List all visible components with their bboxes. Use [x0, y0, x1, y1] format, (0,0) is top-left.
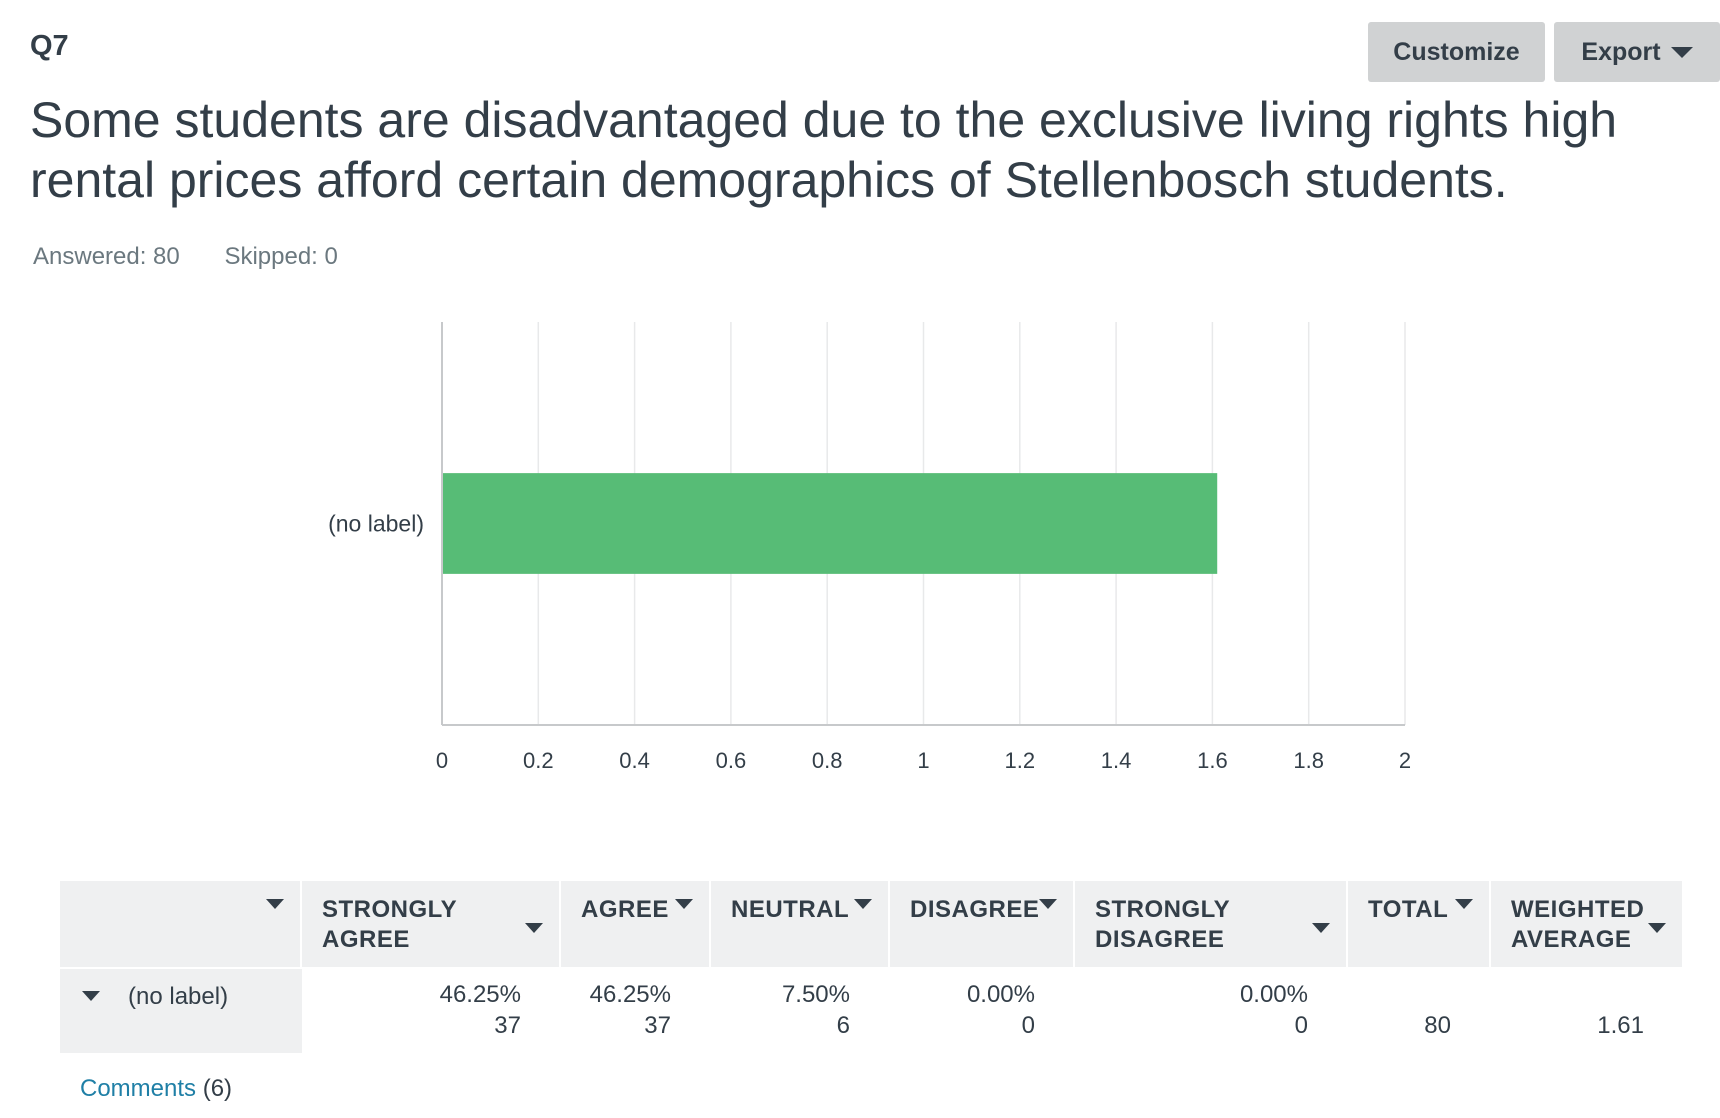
header-total[interactable]: TOTAL [1348, 881, 1491, 967]
expand-caret-icon[interactable] [82, 990, 100, 1001]
cell-neutral: 7.50% 6 [711, 967, 890, 1053]
header-label: WEIGHTED [1511, 896, 1645, 923]
x-tick-label: 0.6 [716, 748, 747, 773]
header-label: AVERAGE [1511, 926, 1632, 953]
export-button-label: Export [1581, 37, 1661, 66]
response-summary: Answered: 80 Skipped: 0 [33, 243, 338, 271]
row-label: (no label) [128, 983, 229, 1010]
header-label: NEUTRAL [731, 896, 850, 923]
sort-caret-icon[interactable] [525, 923, 543, 933]
bar [442, 473, 1218, 574]
cell-weighted-average: 1.61 [1491, 967, 1684, 1053]
cell-count: 37 [494, 1012, 521, 1039]
x-tick-label: 2 [1399, 748, 1411, 773]
cell-count: 80 [1424, 1012, 1451, 1039]
sort-caret-icon[interactable] [266, 899, 284, 909]
question-title: Some students are disadvantaged due to t… [30, 92, 1618, 208]
x-tick-label: 1.6 [1197, 748, 1228, 773]
sort-caret-icon[interactable] [1455, 899, 1473, 909]
cell-percent: 7.50% [781, 981, 850, 1008]
bar-chart: (no label) 0 0.2 0.4 0.6 0.8 1 1.2 1.4 1.6 1.8 2 [328, 322, 1411, 773]
comments-count: (6) [202, 1075, 233, 1102]
cell-count: 6 [836, 1012, 850, 1039]
header-neutral[interactable]: NEUTRAL [711, 881, 890, 967]
cell-percent: 46.25% [589, 981, 671, 1008]
header-label: STRONGLY [322, 896, 458, 923]
header-agree[interactable]: AGREE [561, 881, 711, 967]
x-tick-label: 1.4 [1101, 748, 1132, 773]
sort-caret-icon[interactable] [675, 899, 693, 909]
header-strongly-disagree[interactable]: STRONGLY DISAGREE [1075, 881, 1348, 967]
caret-down-icon [1670, 46, 1693, 58]
header-label: STRONGLY [1095, 896, 1231, 923]
header-weighted-average[interactable]: WEIGHTED AVERAGE [1491, 881, 1684, 967]
customize-button-label: Customize [1393, 37, 1520, 66]
cell-percent: 46.25% [439, 981, 521, 1008]
cell-agree: 46.25% 37 [561, 967, 711, 1053]
cell-total: 80 [1348, 967, 1491, 1053]
category-label: (no label) [328, 511, 424, 537]
x-tick-label: 0.2 [523, 748, 554, 773]
answered-count: Answered: 80 [33, 243, 180, 270]
question-number: Q7 [30, 30, 69, 62]
cell-disagree: 0.00% 0 [890, 967, 1075, 1053]
sort-caret-icon[interactable] [1312, 923, 1330, 933]
sort-caret-icon[interactable] [1648, 923, 1666, 933]
cell-count: 1.61 [1597, 1012, 1644, 1039]
header-label: AGREE [581, 896, 669, 923]
results-table: STRONGLY AGREE AGREE NEUTRAL DISAGREE ST… [60, 881, 1684, 1053]
header-strongly-agree[interactable]: STRONGLY AGREE [302, 881, 561, 967]
x-tick-label: 1.2 [1005, 748, 1036, 773]
row-label-cell[interactable]: (no label) [60, 967, 302, 1053]
x-tick-label: 1.8 [1293, 748, 1324, 773]
skipped-count: Skipped: 0 [224, 243, 338, 270]
customize-button[interactable]: Customize [1368, 22, 1545, 82]
x-tick-label: 0 [436, 748, 448, 773]
cell-percent: 0.00% [966, 981, 1035, 1008]
header-label: DISAGREE [1095, 926, 1225, 953]
cell-count: 0 [1294, 1012, 1308, 1039]
header-label: DISAGREE [910, 896, 1040, 923]
comments-line: Comments (6) [80, 1075, 232, 1103]
table-row: (no label) 46.25% 37 46.25% 37 7.50% 6 0… [60, 967, 1684, 1053]
header-disagree[interactable]: DISAGREE [890, 881, 1075, 967]
cell-strongly-agree: 46.25% 37 [302, 967, 561, 1053]
x-tick-label: 0.8 [812, 748, 843, 773]
header-row-label[interactable] [60, 881, 302, 967]
sort-caret-icon[interactable] [854, 899, 872, 909]
cell-count: 0 [1021, 1012, 1035, 1039]
header-label: AGREE [322, 926, 410, 953]
header-label: TOTAL [1368, 896, 1449, 923]
x-tick-label: 0.4 [619, 748, 650, 773]
cell-percent: 0.00% [1239, 981, 1308, 1008]
comments-link[interactable]: Comments [80, 1075, 197, 1102]
cell-count: 37 [644, 1012, 671, 1039]
x-tick-label: 1 [917, 748, 929, 773]
export-button[interactable]: Export [1554, 22, 1720, 82]
cell-strongly-disagree: 0.00% 0 [1075, 967, 1348, 1053]
sort-caret-icon[interactable] [1039, 899, 1057, 909]
